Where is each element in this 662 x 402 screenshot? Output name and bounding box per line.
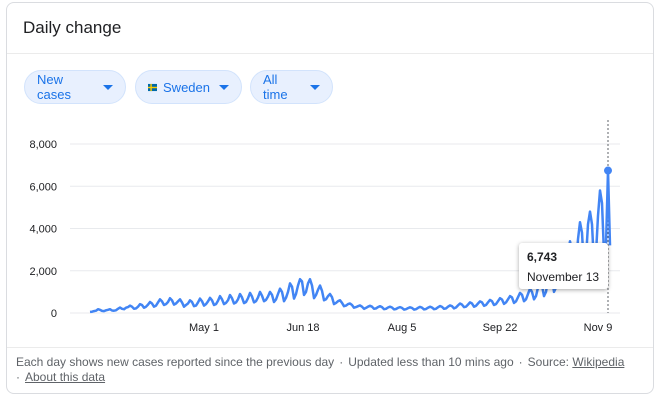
country-filter-chip[interactable]: Sweden [135,70,242,104]
y-tick-label: 2,000 [29,266,57,278]
chart-tooltip: 6,743 November 13 [519,243,608,289]
chevron-down-icon [103,84,113,90]
y-tick-label: 6,000 [29,181,57,193]
y-tick-label: 8,000 [29,139,57,151]
chart-footer: Each day shows new cases reported since … [16,355,625,384]
x-tick-label: Jun 18 [286,322,319,334]
time-range-filter-label: All time [263,72,288,102]
x-tick-label: Sep 22 [483,322,518,334]
x-tick-label: Nov 9 [584,322,613,334]
card-title: Daily change [23,18,122,37]
footer-note: Each day shows new cases reported since … [16,355,335,369]
footer-updated: Updated less than 10 mins ago [348,355,514,369]
source-link[interactable]: Wikipedia [572,355,625,369]
header-divider [7,53,653,54]
tooltip-date: November 13 [527,270,600,284]
chevron-down-icon [219,84,229,90]
y-tick-label: 0 [51,308,57,320]
chevron-down-icon [310,84,320,90]
y-tick-label: 4,000 [29,224,57,236]
footer-divider [7,347,653,348]
x-tick-label: Aug 5 [388,322,417,334]
metric-filter-label: New cases [37,72,71,102]
metric-filter-chip[interactable]: New cases [24,70,126,104]
series-line-new-cases [89,169,612,314]
daily-change-card: Daily change New cases Sweden All time [6,2,654,394]
footer-source-label: Source: [527,355,569,369]
time-range-filter-chip[interactable]: All time [250,70,333,104]
x-tick-label: May 1 [189,322,219,334]
country-filter-label: Sweden [163,79,210,95]
sweden-flag-icon [148,83,158,91]
highlight-point [604,166,612,175]
tooltip-value: 6,743 [527,250,558,264]
about-data-link[interactable]: About this data [25,370,106,384]
